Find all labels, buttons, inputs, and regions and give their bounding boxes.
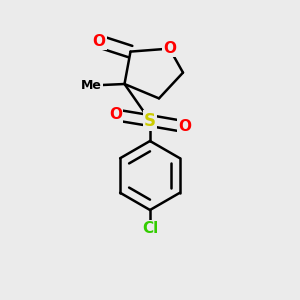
Text: Me: Me [81,79,102,92]
Text: O: O [163,41,176,56]
Text: O: O [178,119,191,134]
Text: S: S [144,112,156,130]
Text: O: O [92,34,106,49]
Text: Cl: Cl [142,221,158,236]
Text: O: O [109,107,122,122]
